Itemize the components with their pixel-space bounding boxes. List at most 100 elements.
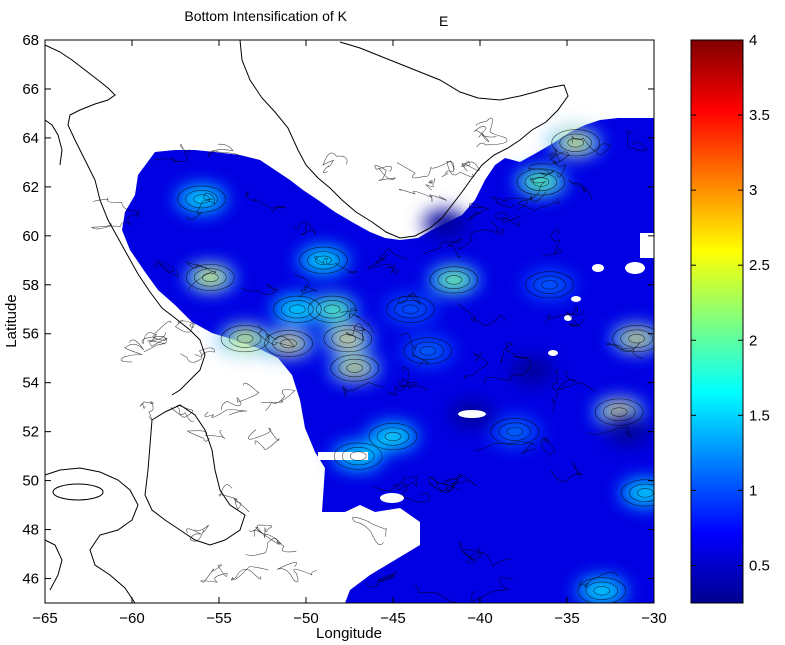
contour-line xyxy=(528,168,555,181)
hotspot-14-peak xyxy=(534,177,547,186)
contour-line xyxy=(491,196,528,210)
x-tick-label: −50 xyxy=(293,610,318,627)
hotspot-3-contour-0 xyxy=(323,304,341,314)
contour-line xyxy=(175,319,195,333)
hotspot-21-contour-1 xyxy=(394,300,427,319)
labrador-coast xyxy=(44,44,206,396)
hotspot-19-contour-2 xyxy=(490,418,540,446)
contour-line xyxy=(248,427,280,450)
contour-line xyxy=(367,259,399,275)
contour-line xyxy=(484,355,532,385)
contour-line xyxy=(352,516,387,546)
contour-line xyxy=(461,161,480,172)
contour-line xyxy=(293,221,317,236)
contour-line xyxy=(365,571,397,588)
contour-line xyxy=(387,382,428,396)
contour-line xyxy=(517,197,560,211)
hotspot-16-contour-0 xyxy=(349,451,367,461)
hotspot-5-contour-2 xyxy=(186,263,235,291)
hotspot-6-contour-0 xyxy=(236,333,254,344)
contour-line xyxy=(92,197,141,218)
hotspot-9-peak xyxy=(447,275,460,284)
contour-line xyxy=(467,202,490,222)
low-spot-3 xyxy=(423,209,468,238)
y-axis-label: Latitude xyxy=(3,294,20,347)
hotspot-10-contour-2 xyxy=(403,337,453,365)
contour-line xyxy=(261,389,296,411)
hotspot-4-peak xyxy=(291,305,304,314)
contour-line xyxy=(495,212,521,226)
hotspot-7-contour-1 xyxy=(307,251,340,270)
contour-line xyxy=(461,548,483,564)
hotspot-12-contour-2 xyxy=(594,398,644,426)
colorbar-tick-label: 4 xyxy=(749,32,757,49)
contour-line xyxy=(230,566,269,581)
x-axis: −65 −60 −55 −50 −45 −40 −35 −30 xyxy=(32,40,667,627)
low-spot-1 xyxy=(605,417,650,446)
contour-line xyxy=(396,160,455,179)
hotspot-8-contour-2 xyxy=(177,185,226,213)
y-tick-label: 62 xyxy=(22,179,39,196)
contour-line xyxy=(139,400,154,421)
contour-line xyxy=(186,524,209,542)
hotspot-9-contour-0 xyxy=(445,275,463,285)
contour-line xyxy=(458,220,505,250)
colorbar: 0.5 1 1.5 2 2.5 3 3.5 4 xyxy=(690,32,770,604)
hotspot-13-contour-2 xyxy=(551,129,601,157)
land-masks xyxy=(318,233,654,518)
hotspot-8-contour-1 xyxy=(185,190,218,209)
hotspot-12-contour-0 xyxy=(610,407,628,417)
hotspot-10-peak xyxy=(421,346,434,355)
plot-frame xyxy=(44,39,655,604)
contour-line xyxy=(551,369,559,413)
contour-line xyxy=(550,462,583,482)
contour-line xyxy=(473,126,497,142)
contour-line xyxy=(277,562,317,583)
y-tick-label: 68 xyxy=(22,32,39,49)
hotspot-18-contour-0 xyxy=(593,586,611,596)
contour-line xyxy=(398,366,418,388)
contour-line xyxy=(463,352,489,379)
hotspot-11-contour-1 xyxy=(620,329,653,348)
contour-line xyxy=(457,303,506,326)
hotspot-17-peak xyxy=(639,488,652,497)
hotspot-17-contour-2 xyxy=(620,479,654,507)
contour-line xyxy=(187,430,226,442)
hotspot-7-contour-2 xyxy=(299,246,348,274)
contour-line xyxy=(428,475,463,492)
hotspot-21-peak xyxy=(404,305,417,314)
x-tick-label: −65 xyxy=(32,610,57,627)
contour-line xyxy=(425,178,436,191)
hotspot-17-contour-0 xyxy=(636,488,654,498)
contour-line xyxy=(540,437,556,457)
contour-line xyxy=(475,441,536,455)
contour-line xyxy=(322,152,348,173)
contour-line xyxy=(120,339,145,363)
x-tick-label: −55 xyxy=(206,610,231,627)
colorbar-tick-label: 3.5 xyxy=(749,107,770,124)
hotspot-17-contour-1 xyxy=(628,483,654,502)
colorbar-tick-label: 0.5 xyxy=(749,557,770,574)
colorbar-gradient xyxy=(691,40,743,603)
hotspot-5-peak xyxy=(204,273,217,282)
chart-title: Bottom Intensification of K xyxy=(184,8,347,24)
contour-line xyxy=(459,541,512,567)
y-tick-label: 50 xyxy=(22,473,39,490)
hotspot-15-contour-1 xyxy=(376,427,410,446)
hotspot-4-contour-2 xyxy=(272,295,322,323)
contour-line xyxy=(528,177,547,202)
contour-line xyxy=(141,320,172,352)
hotspot-0-peak xyxy=(282,339,295,348)
contour-line xyxy=(441,160,475,178)
colorbar-ticks: 0.5 1 1.5 2 2.5 3 3.5 4 xyxy=(691,32,770,574)
map-plot-area xyxy=(44,39,654,604)
hotspot-9-contour-1 xyxy=(437,270,471,289)
hotspot-15-contour-0 xyxy=(384,431,402,442)
hotspot-13-contour-0 xyxy=(567,138,585,148)
contour-line xyxy=(556,370,596,392)
chart-title-subscript: E xyxy=(439,13,448,29)
x-tick-label: −40 xyxy=(467,610,492,627)
contour-line xyxy=(568,179,592,200)
colorbar-tick-label: 2 xyxy=(749,332,757,349)
